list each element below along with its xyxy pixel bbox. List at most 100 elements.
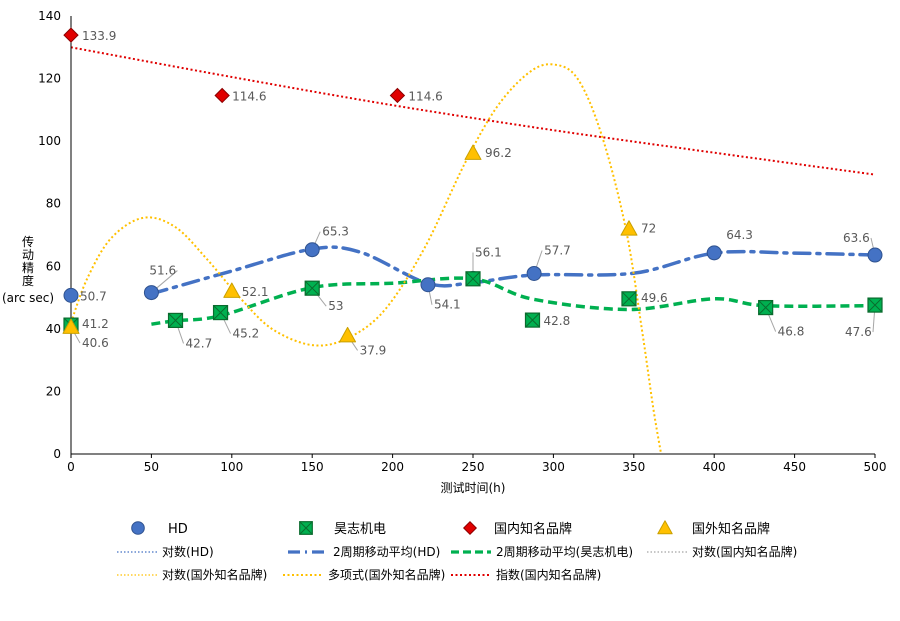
legend-item-log-domestic: 对数(国内知名品牌) xyxy=(647,544,797,559)
legend-label: HD xyxy=(168,522,188,537)
hd-marker xyxy=(63,287,79,303)
y-axis-title-char: 传 xyxy=(22,234,34,249)
data-label: 133.9 xyxy=(82,29,116,43)
legend-label: 对数(国外知名品牌) xyxy=(162,567,267,582)
legend-label: 多项式(国外知名品牌) xyxy=(328,567,445,582)
x-tick-label: 0 xyxy=(67,460,75,474)
data-label: 45.2 xyxy=(233,327,260,341)
legend-item-haozhi: 昊志机电 xyxy=(299,521,386,537)
legend-item-ma-hd: 2周期移动平均(HD) xyxy=(288,545,440,559)
legend-diamond-icon xyxy=(462,520,478,536)
foreign-marker xyxy=(464,144,482,160)
x-tick-label: 300 xyxy=(542,460,565,474)
y-axis-title-char: 动 xyxy=(22,248,34,262)
y-axis-title-char: 精 xyxy=(22,261,34,275)
legend-label: 对数(HD) xyxy=(162,544,214,559)
hd-marker xyxy=(706,245,722,261)
domestic-marker xyxy=(389,87,406,104)
x-tick-label: 500 xyxy=(864,460,887,474)
data-labels-layer: 50.7 51.6 65.3 54.1 56.1 57.7 64.3 63.6 41.2 42.7… xyxy=(80,29,872,357)
x-tick-label: 250 xyxy=(462,460,485,474)
data-label: 114.6 xyxy=(232,89,266,103)
data-label: 51.6 xyxy=(149,264,176,278)
hd-marker xyxy=(420,277,436,293)
x-tick-label: 450 xyxy=(783,460,806,474)
legend-label: 昊志机电 xyxy=(334,522,386,537)
x-tick-label: 150 xyxy=(301,460,324,474)
x-axis-title: 测试时间(h) xyxy=(441,480,506,495)
hd-marker xyxy=(867,247,883,263)
x-tick-label: 350 xyxy=(622,460,645,474)
legend-item-log-hd: 对数(HD) xyxy=(117,544,214,559)
data-label: 64.3 xyxy=(726,228,753,242)
data-label: 37.9 xyxy=(360,343,387,357)
y-tick-label: 120 xyxy=(38,72,61,86)
legend-label: 2周期移动平均(HD) xyxy=(333,545,440,559)
data-label: 53 xyxy=(328,299,343,313)
data-label: 49.6 xyxy=(641,291,668,305)
trendline-exp-domestic xyxy=(70,46,876,176)
haozhi-marker-bevel xyxy=(168,313,183,328)
legend-item-foreign: 国外知名品牌 xyxy=(657,520,770,537)
data-label: 65.3 xyxy=(322,225,349,239)
data-label: 47.6 xyxy=(845,325,872,339)
y-tick-label: 40 xyxy=(46,322,61,336)
foreign-marker xyxy=(62,318,80,334)
markers-layer xyxy=(62,27,883,343)
data-label: 57.7 xyxy=(544,243,571,257)
legend-label: 对数(国内知名品牌) xyxy=(692,544,797,559)
haozhi-marker-bevel xyxy=(867,297,883,313)
data-label: 42.8 xyxy=(543,314,570,328)
axes-layer: 0 20 40 60 80 100 120 140 0 50 100 150 200 250 300 350 4… xyxy=(2,9,886,495)
y-axis-title-unit: (arc sec) xyxy=(2,291,54,305)
legend-item-domestic: 国内知名品牌 xyxy=(462,520,572,537)
domestic-marker xyxy=(63,27,79,43)
legend-label: 国内知名品牌 xyxy=(494,521,572,537)
legend-square-icon-bevel xyxy=(299,521,313,535)
y-tick-label: 0 xyxy=(53,447,61,461)
data-label: 54.1 xyxy=(434,298,461,312)
legend-item-exp-domestic: 指数(国内知名品牌) xyxy=(451,567,601,582)
data-label: 63.6 xyxy=(843,231,870,245)
foreign-marker xyxy=(620,220,638,236)
legend-label: 国外知名品牌 xyxy=(692,521,770,537)
hd-marker xyxy=(526,265,542,281)
legend-item-poly-foreign: 多项式(国外知名品牌) xyxy=(283,567,445,582)
hd-marker xyxy=(143,285,159,301)
data-label: 56.1 xyxy=(475,245,502,259)
x-tick-label: 100 xyxy=(220,460,243,474)
data-label: 72 xyxy=(641,222,656,236)
data-label: 46.8 xyxy=(778,325,805,339)
y-tick-label: 100 xyxy=(38,134,61,148)
haozhi-marker-bevel xyxy=(621,291,637,307)
data-label: 41.2 xyxy=(82,317,109,331)
haozhi-marker-bevel xyxy=(465,271,481,287)
legend-item-hd: HD xyxy=(131,521,188,537)
legend-label: 2周期移动平均(昊志机电) xyxy=(496,545,633,559)
leader-lines-layer xyxy=(70,231,876,351)
hd-marker xyxy=(304,242,320,258)
legend-triangle-icon xyxy=(657,520,673,535)
x-tick-label: 200 xyxy=(381,460,404,474)
y-tick-label: 80 xyxy=(46,197,61,211)
y-tick-label: 20 xyxy=(46,384,61,398)
x-tick-label: 50 xyxy=(144,460,159,474)
legend-circle-icon xyxy=(131,521,145,535)
foreign-marker xyxy=(339,326,357,343)
data-label: 96.2 xyxy=(485,146,512,160)
y-axis-title-char: 度 xyxy=(22,273,34,288)
data-label: 50.7 xyxy=(80,289,107,303)
trendlines-layer xyxy=(70,46,877,455)
data-label: 40.6 xyxy=(82,336,109,350)
data-label: 52.1 xyxy=(242,285,269,299)
foreign-marker xyxy=(223,282,241,298)
legend-item-ma-haozhi: 2周期移动平均(昊志机电) xyxy=(451,545,633,559)
trendline-poly-foreign xyxy=(70,63,663,455)
data-label: 42.7 xyxy=(186,336,213,350)
haozhi-marker-bevel xyxy=(304,280,320,296)
haozhi-marker-bevel xyxy=(525,312,540,328)
x-tick-label: 400 xyxy=(703,460,726,474)
y-tick-label: 60 xyxy=(46,259,61,273)
